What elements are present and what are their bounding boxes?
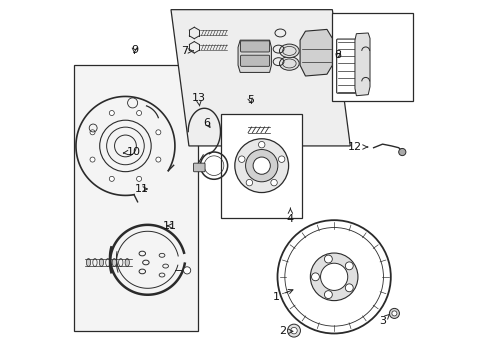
Circle shape (238, 156, 244, 162)
Text: 13: 13 (191, 93, 205, 106)
Circle shape (324, 255, 332, 263)
Ellipse shape (279, 57, 299, 70)
FancyBboxPatch shape (240, 41, 269, 52)
Circle shape (183, 267, 190, 274)
Circle shape (136, 111, 142, 116)
Polygon shape (238, 40, 271, 72)
Ellipse shape (112, 258, 116, 266)
Circle shape (324, 291, 332, 298)
Circle shape (310, 253, 357, 301)
Circle shape (90, 130, 95, 135)
Bar (221, 114, 301, 218)
Text: 6: 6 (203, 118, 210, 128)
Circle shape (258, 141, 264, 148)
Circle shape (345, 262, 352, 270)
Ellipse shape (99, 258, 103, 266)
Text: 2: 2 (278, 326, 292, 336)
Text: 11: 11 (134, 184, 148, 194)
Polygon shape (354, 33, 369, 96)
Circle shape (245, 149, 277, 182)
Text: 11: 11 (163, 221, 177, 231)
Polygon shape (300, 30, 332, 76)
Circle shape (388, 309, 399, 319)
Circle shape (270, 179, 277, 186)
Ellipse shape (86, 258, 90, 266)
FancyBboxPatch shape (240, 55, 269, 66)
Ellipse shape (279, 44, 299, 58)
Circle shape (290, 327, 297, 334)
Circle shape (90, 157, 95, 162)
Text: 1: 1 (273, 289, 292, 302)
Text: 12: 12 (347, 142, 367, 152)
Text: 9: 9 (131, 45, 138, 55)
Ellipse shape (125, 258, 129, 266)
Text: 3: 3 (379, 314, 388, 325)
Bar (332, 13, 412, 101)
Bar (74, 65, 198, 330)
Text: 10: 10 (123, 147, 140, 157)
Circle shape (311, 273, 319, 281)
FancyBboxPatch shape (193, 163, 204, 172)
Text: 5: 5 (246, 95, 254, 105)
Text: 7: 7 (181, 46, 193, 56)
Circle shape (287, 324, 300, 337)
Circle shape (320, 263, 347, 291)
Circle shape (245, 179, 252, 186)
Circle shape (278, 156, 285, 162)
Text: 8: 8 (333, 50, 341, 60)
Circle shape (234, 139, 288, 193)
Polygon shape (171, 10, 349, 146)
Circle shape (156, 130, 161, 135)
Text: 4: 4 (286, 208, 293, 224)
Circle shape (156, 157, 161, 162)
Circle shape (345, 284, 352, 292)
Circle shape (136, 176, 142, 181)
Circle shape (391, 311, 396, 316)
Circle shape (109, 176, 114, 181)
Circle shape (253, 157, 270, 174)
Circle shape (109, 111, 114, 116)
Circle shape (398, 148, 405, 156)
